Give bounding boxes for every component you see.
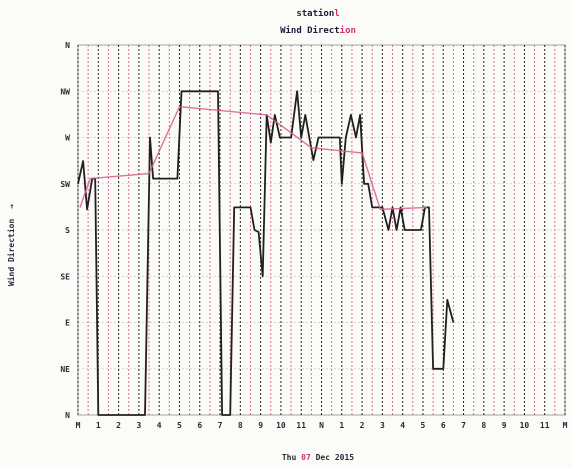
x-tick-label: 11 bbox=[296, 421, 306, 430]
series-lines bbox=[77, 90, 455, 416]
y-tick-labels: N NE E SE S SW W NW N bbox=[60, 41, 70, 420]
x-tick-label: 9 bbox=[258, 421, 263, 430]
x-tick-label: M bbox=[76, 421, 81, 430]
svg-text:Wind Direction→: Wind Direction→ bbox=[6, 204, 16, 286]
x-tick-label: 9 bbox=[502, 421, 507, 430]
x-axis-title: Thu 07 Dec 2015 bbox=[282, 453, 354, 462]
x-tick-label: 3 bbox=[136, 421, 141, 430]
x-tick-label: 4 bbox=[157, 421, 162, 430]
wind-direction-line bbox=[77, 90, 455, 416]
x-tick-label: 6 bbox=[441, 421, 446, 430]
x-tick-label: 5 bbox=[177, 421, 182, 430]
y-axis-title: Wind Direction→ bbox=[6, 204, 16, 286]
y-tick-label: W bbox=[65, 134, 70, 143]
y-tick-label: S bbox=[65, 226, 70, 235]
x-tick-label: 1 bbox=[339, 421, 344, 430]
x-tick-labels: M 1 2 3 4 5 6 7 8 9 10 11 N 1 2 3 4 5 6 7 8 9 10 11 M bbox=[76, 421, 568, 430]
grid bbox=[77, 44, 566, 416]
y-tick-label: N bbox=[65, 41, 70, 50]
x-tick-label: 7 bbox=[461, 421, 466, 430]
y-tick-label: NW bbox=[60, 87, 70, 96]
x-tick-label: 11 bbox=[540, 421, 550, 430]
x-tick-label: 8 bbox=[481, 421, 486, 430]
chart-subtitle: Wind Direction bbox=[280, 25, 356, 36]
x-tick-label: 6 bbox=[197, 421, 202, 430]
x-tick-label: N bbox=[319, 421, 324, 430]
x-tick-label: 8 bbox=[238, 421, 243, 430]
y-tick-label: N bbox=[65, 411, 70, 420]
y-tick-label: NE bbox=[60, 365, 70, 374]
y-tick-label: SE bbox=[60, 272, 70, 281]
x-tick-label: 3 bbox=[380, 421, 385, 430]
x-tick-label: 1 bbox=[96, 421, 101, 430]
x-tick-label: 5 bbox=[421, 421, 426, 430]
chart-title: stationl bbox=[296, 8, 339, 19]
y-tick-label: SW bbox=[60, 180, 70, 189]
y-tick-label: E bbox=[65, 319, 70, 328]
x-tick-label: 10 bbox=[276, 421, 286, 430]
x-tick-label: 2 bbox=[360, 421, 365, 430]
x-tick-label: M bbox=[563, 421, 568, 430]
x-tick-label: 10 bbox=[520, 421, 530, 430]
x-tick-label: 7 bbox=[218, 421, 223, 430]
wind-direction-line-secondary bbox=[79, 105, 428, 211]
x-tick-label: 2 bbox=[116, 421, 121, 430]
x-tick-label: 4 bbox=[400, 421, 405, 430]
